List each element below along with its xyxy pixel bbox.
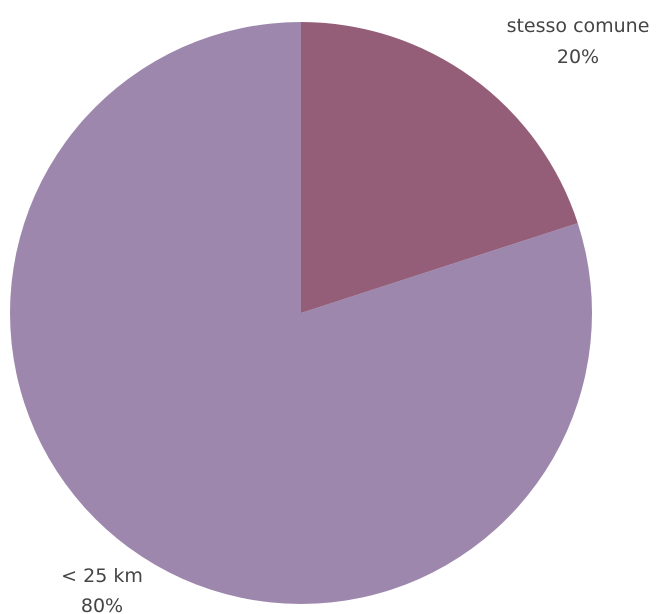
slice-value-label: 80% xyxy=(81,595,123,614)
slice-label-under-25-km: < 25 km 80% xyxy=(61,565,143,614)
slice-category-label: stesso comune xyxy=(507,15,650,37)
slice-label-stesso-comune: stesso comune 20% xyxy=(507,15,650,68)
pie-slice-stesso-comune xyxy=(301,22,578,313)
slice-value-label: 20% xyxy=(557,46,599,68)
pie-slices xyxy=(10,22,593,604)
pie-slice-25-km xyxy=(10,22,593,604)
slice-category-label: < 25 km xyxy=(61,565,143,587)
